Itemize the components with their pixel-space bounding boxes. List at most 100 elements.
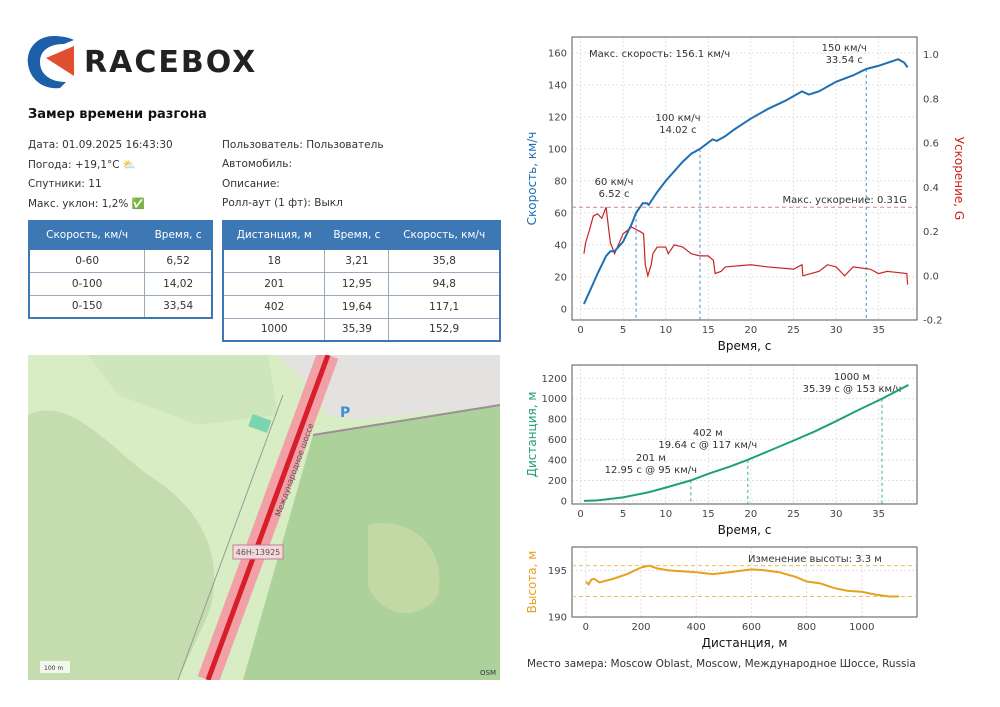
y-tick-label: 1200 [542, 374, 567, 385]
annotation-label: 12.95 с @ 95 км/ч [605, 465, 697, 476]
y-tick-label: 0 [561, 496, 567, 507]
info-weather: Погода: +19,1°C ⛅ [28, 159, 136, 171]
parking-icon: P [340, 405, 350, 421]
boundary-line [312, 404, 500, 436]
x-tick-label: 400 [687, 622, 706, 633]
x-tick-label: 600 [742, 622, 761, 633]
cell: 117,1 [388, 294, 501, 319]
road-ref-badge [232, 544, 284, 560]
table-row: 201 12,95 94,8 [222, 271, 501, 296]
y-tick-label: 0 [561, 304, 567, 315]
osm-attribution: OSM [480, 669, 496, 677]
speed-table: Скорость, км/ч Время, с 0-60 6,52 0-100 14,… [28, 220, 213, 319]
x-axis-label: Время, с [718, 339, 772, 353]
annotation-label: 33.54 с [826, 55, 863, 66]
cell: 201 [222, 271, 326, 296]
meadow-area [88, 355, 278, 425]
y-tick-label: 800 [548, 415, 567, 426]
table-row: 402 19,64 117,1 [222, 294, 501, 319]
annotation-label: 19.64 с @ 117 км/ч [658, 440, 757, 451]
distance-series-line [583, 384, 909, 502]
x-tick-label: 5 [620, 325, 626, 336]
cell: 152,9 [388, 317, 501, 342]
x-tick-label: 25 [787, 325, 800, 336]
y2-tick-label: 0.4 [923, 183, 939, 194]
cell: 94,8 [388, 271, 501, 296]
cell: 0-150 [28, 294, 146, 319]
annotation-label: 1000 м [834, 372, 870, 383]
svg-text:RACEBOX: RACEBOX [84, 45, 257, 80]
col-header: Время, с [144, 220, 213, 250]
x-tick-label: 0 [577, 325, 583, 336]
annotation-label: 150 км/ч [822, 43, 867, 54]
x-tick-label: 0 [577, 509, 583, 520]
y-axis-label: Скорость, км/ч [525, 132, 539, 226]
info-rollout: Ролл-аут (1 фт): Выкл [222, 197, 343, 209]
col-header: Скорость, км/ч [388, 220, 501, 250]
x-tick-label: 0 [583, 622, 589, 633]
route-map[interactable]: Международное шоссе 46Н-13925 P 100 m OS… [28, 355, 500, 680]
report-title: Замер времени разгона [28, 107, 207, 122]
x-tick-label: 5 [620, 509, 626, 520]
route-track[interactable] [205, 355, 331, 680]
y-tick-label: 160 [548, 48, 567, 59]
x-tick-label: 25 [787, 509, 800, 520]
annotation-label: 6.52 с [599, 189, 630, 200]
x-tick-label: 10 [659, 509, 672, 520]
y-tick-label: 80 [554, 176, 567, 187]
speed-series-line [583, 58, 909, 305]
y-axis-label: Высота, м [525, 551, 539, 614]
annotation-label: 100 км/ч [655, 113, 700, 124]
info-car: Автомобиль: [222, 158, 292, 170]
x-tick-label: 15 [702, 325, 715, 336]
y-tick-label: 200 [548, 476, 567, 487]
y2-tick-label: 0.6 [923, 139, 939, 150]
forest-area [28, 410, 215, 680]
y-tick-label: 600 [548, 435, 567, 446]
y2-tick-label: 1.0 [923, 50, 939, 61]
altitude-series-line [585, 564, 900, 598]
scale-bar [40, 661, 70, 673]
x-tick-label: 10 [659, 325, 672, 336]
x-tick-label: 800 [797, 622, 816, 633]
max-accel-label: Макс. ускорение: 0.31G [783, 195, 907, 206]
x-tick-label: 30 [830, 325, 843, 336]
x-tick-label: 20 [745, 509, 758, 520]
pond [248, 413, 272, 433]
location-footer: Место замера: Moscow Oblast, Moscow, Меж… [527, 658, 916, 670]
table-row: 1000 35,39 152,9 [222, 317, 501, 342]
plot-frame [571, 364, 918, 505]
y2-tick-label: 0.8 [923, 94, 939, 105]
cell: 1000 [222, 317, 326, 342]
cell: 14,02 [144, 271, 213, 296]
y-tick-label: 195 [548, 566, 567, 577]
y-tick-label: 140 [548, 80, 567, 91]
info-user: Пользователь: Пользователь [222, 139, 384, 151]
x-tick-label: 35 [872, 509, 885, 520]
table-row: 0-100 14,02 [28, 271, 213, 296]
cell: 35,39 [324, 317, 390, 342]
annotation-label: 402 м [693, 428, 723, 439]
scale-label: 100 m [44, 665, 63, 672]
y-tick-label: 120 [548, 112, 567, 123]
y2-tick-label: 0.0 [923, 271, 939, 282]
y-axis-label: Дистанция, м [525, 392, 539, 478]
x-axis-label: Дистанция, м [702, 636, 788, 650]
info-satellites: Спутники: 11 [28, 178, 102, 190]
y-tick-label: 40 [554, 240, 567, 251]
y2-axis-label: Ускорение, G [952, 137, 966, 220]
table-row: 0-150 33,54 [28, 294, 213, 319]
y-tick-label: 60 [554, 208, 567, 219]
cell: 33,54 [144, 294, 213, 319]
distance-table: Дистанция, м Время, с Скорость, км/ч 18 3,2… [222, 220, 501, 342]
table-row: 18 3,21 35,8 [222, 248, 501, 273]
y2-tick-label: 0.2 [923, 227, 939, 238]
y-tick-label: 1000 [542, 394, 567, 405]
x-tick-label: 200 [631, 622, 650, 633]
table-row: 0-60 6,52 [28, 248, 213, 273]
info-max-slope: Макс. уклон: 1,2% ✅ [28, 198, 145, 210]
accel-series-line [583, 207, 909, 285]
cell: 3,21 [324, 248, 390, 273]
road-ref-label: 46Н-13925 [236, 548, 281, 557]
